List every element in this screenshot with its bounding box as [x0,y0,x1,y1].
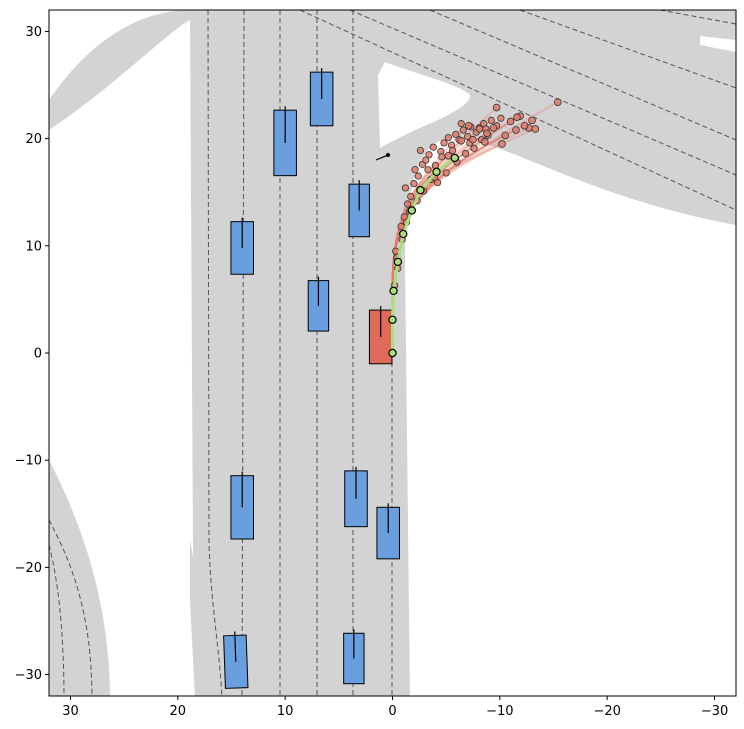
other-vehicle [273,106,297,177]
y-tick-label: 0 [34,347,42,362]
predicted-point [389,286,398,296]
y-tick-label: 30 [25,25,42,40]
sampled-endpoint [531,125,540,133]
sampled-point [433,178,442,187]
sampled-point [407,192,415,201]
other-vehicle [348,180,370,238]
sampled-point [449,146,457,155]
x-tick-label: 0 [388,704,396,719]
sampled-point [424,166,432,174]
lane-line [49,544,65,696]
other-vehicle [230,471,254,540]
sampled-endpoint [520,121,529,130]
sampled-endpoint [492,103,501,112]
x-tick-label: 30 [62,704,79,719]
ego-vehicle [368,306,393,365]
x-tick-label: −20 [593,704,620,719]
sampled-endpoint [512,126,520,134]
sampled-point [401,184,409,192]
sampled-point [470,144,478,152]
lane-line [519,10,736,89]
sampled-endpoint [475,125,484,133]
sampled-point [422,156,430,164]
other-vehicle [309,68,334,127]
sampled-point [497,114,505,122]
sampled-point [459,126,467,134]
other-vehicle [344,466,368,528]
y-tick-label: 10 [25,239,42,254]
lane-line [207,10,223,696]
sampled-endpoint [506,117,515,126]
predicted-point [388,348,397,358]
sampled-point [392,247,400,255]
sampled-endpoint [554,98,562,106]
lane-line [241,10,245,696]
x-tick-label: 20 [170,704,187,719]
sampled-point [464,132,472,141]
y-tick-label: −30 [15,668,42,683]
road-surface-left-branch [49,460,110,696]
lane-line [349,10,736,176]
sampled-point [444,133,452,142]
other-vehicle [223,631,249,689]
lane-line [659,10,736,25]
trajectories [388,98,562,358]
small-marker [375,153,390,161]
other-vehicle [343,629,365,685]
predicted-point [399,229,408,239]
traffic-island [378,62,471,148]
sampled-point [438,153,446,161]
axes: 30 20 10 0 −10 −20 −30 −30 −20 −10 0 10 20 30 [15,25,729,719]
predicted-point [407,206,417,215]
sampled-trajectory-line [391,134,506,353]
sampled-point [440,139,448,147]
sampled-trajectory-line [391,176,435,353]
sampled-point [410,180,418,188]
sampled-point [411,166,419,174]
predicted-point [388,315,397,324]
sampled-point [416,146,425,155]
sampled-point [461,150,470,158]
y-tick-label: −10 [15,454,42,469]
other-vehicle [376,503,400,560]
x-tick-label: −10 [486,704,513,719]
sampled-point [442,169,450,177]
predicted-point [393,257,403,267]
sampled-point [425,151,433,159]
sampled-endpoint [513,113,521,121]
sampled-point [414,172,422,180]
sampled-point [431,161,440,170]
sampled-endpoint [489,124,498,132]
predicted-point [432,167,441,177]
sampled-endpoint [483,129,491,138]
predicted-point [416,185,425,195]
x-tick-label: 10 [277,704,294,719]
vehicles [223,68,400,689]
sampled-endpoint [528,116,536,125]
predicted-point [450,153,459,163]
sampled-endpoint [498,140,506,148]
other-vehicle [230,217,254,275]
sampled-point [452,130,460,138]
road-notch [700,36,736,52]
x-tick-label: −30 [701,704,728,719]
sampled-endpoint [457,136,466,145]
sampled-point [403,200,412,208]
y-tick-label: −20 [15,561,42,576]
road-surface-lower-left [190,540,222,696]
lane-line [49,519,93,696]
sampled-point [457,120,465,128]
other-vehicle [307,276,330,332]
sampled-endpoint [501,131,510,140]
other-vehicle-heading [234,631,237,662]
sampled-endpoint [481,138,489,146]
sampled-endpoint [464,121,473,130]
sampled-point [397,222,405,231]
sampled-point [429,143,437,151]
sampled-trajectory-line [391,120,512,353]
sampled-endpoint [469,135,477,144]
y-tick-label: 20 [25,132,42,147]
sampled-point [487,116,495,125]
